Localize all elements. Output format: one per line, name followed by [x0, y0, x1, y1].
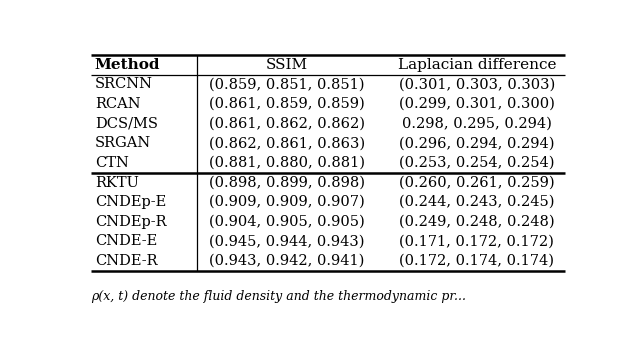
Text: (0.253, 0.254, 0.254): (0.253, 0.254, 0.254) — [399, 156, 554, 170]
Text: SRGAN: SRGAN — [95, 136, 151, 150]
Text: (0.301, 0.303, 0.303): (0.301, 0.303, 0.303) — [399, 77, 555, 91]
Text: (0.881, 0.880, 0.881): (0.881, 0.880, 0.881) — [209, 156, 365, 170]
Text: ρ(x, t) denote the fluid density and the thermodynamic pr...: ρ(x, t) denote the fluid density and the… — [91, 290, 466, 303]
Text: 0.298, 0.295, 0.294): 0.298, 0.295, 0.294) — [402, 116, 552, 131]
Text: (0.171, 0.172, 0.172): (0.171, 0.172, 0.172) — [399, 234, 554, 248]
Text: DCS/MS: DCS/MS — [95, 116, 158, 131]
Text: CNDEp-E: CNDEp-E — [95, 195, 166, 209]
Text: (0.172, 0.174, 0.174): (0.172, 0.174, 0.174) — [399, 254, 554, 268]
Text: Laplacian difference: Laplacian difference — [397, 58, 556, 72]
Text: (0.862, 0.861, 0.863): (0.862, 0.861, 0.863) — [209, 136, 365, 150]
Text: CNDEp-R: CNDEp-R — [95, 215, 166, 229]
Text: (0.299, 0.301, 0.300): (0.299, 0.301, 0.300) — [399, 97, 555, 111]
Text: CNDE-R: CNDE-R — [95, 254, 157, 268]
Text: (0.909, 0.909, 0.907): (0.909, 0.909, 0.907) — [209, 195, 365, 209]
Text: (0.249, 0.248, 0.248): (0.249, 0.248, 0.248) — [399, 215, 555, 229]
Text: CTN: CTN — [95, 156, 129, 170]
Text: (0.943, 0.942, 0.941): (0.943, 0.942, 0.941) — [209, 254, 365, 268]
Text: (0.244, 0.243, 0.245): (0.244, 0.243, 0.245) — [399, 195, 554, 209]
Text: (0.260, 0.261, 0.259): (0.260, 0.261, 0.259) — [399, 175, 555, 190]
Text: (0.904, 0.905, 0.905): (0.904, 0.905, 0.905) — [209, 215, 365, 229]
Text: (0.898, 0.899, 0.898): (0.898, 0.899, 0.898) — [209, 175, 365, 190]
Text: RCAN: RCAN — [95, 97, 141, 111]
Text: Method: Method — [95, 58, 161, 72]
Text: CNDE-E: CNDE-E — [95, 234, 157, 248]
Text: (0.859, 0.851, 0.851): (0.859, 0.851, 0.851) — [209, 77, 365, 91]
Text: SSIM: SSIM — [266, 58, 308, 72]
Text: (0.296, 0.294, 0.294): (0.296, 0.294, 0.294) — [399, 136, 554, 150]
Text: RKTU: RKTU — [95, 175, 139, 190]
Text: (0.861, 0.859, 0.859): (0.861, 0.859, 0.859) — [209, 97, 365, 111]
Text: (0.861, 0.862, 0.862): (0.861, 0.862, 0.862) — [209, 116, 365, 131]
Text: SRCNN: SRCNN — [95, 77, 153, 91]
Text: (0.945, 0.944, 0.943): (0.945, 0.944, 0.943) — [209, 234, 365, 248]
